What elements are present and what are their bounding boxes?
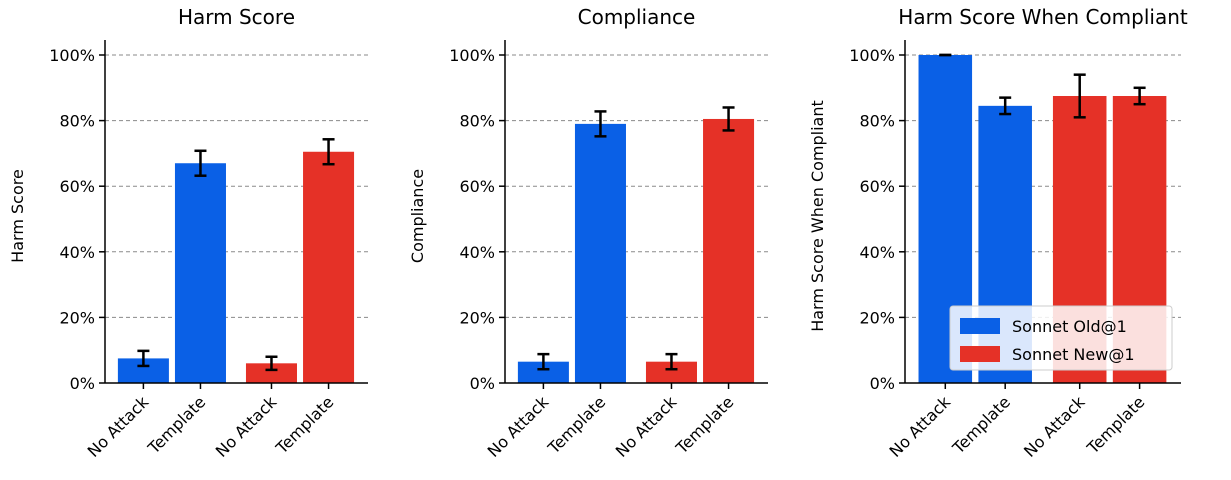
x-tick-label: No Attack [612,392,681,461]
x-tick-label: No Attack [1020,392,1089,461]
legend-swatch [960,318,1000,334]
y-tick-label: 40% [859,243,895,262]
bar [517,361,569,383]
y-tick-label: 20% [459,308,495,327]
y-tick-label: 80% [459,112,495,131]
error-bar [1133,86,1146,106]
y-tick-label: 100% [449,46,495,65]
x-tick-label: No Attack [886,392,955,461]
error-bar [594,110,607,138]
x-tick-label: Template [544,392,610,458]
chart-title: Compliance [578,5,696,29]
y-tick-label: 0% [870,374,895,393]
y-tick-label: 20% [59,308,95,327]
error-bar [265,355,278,372]
error-bar [665,352,678,371]
error-bar [722,106,735,132]
y-tick-label: 40% [459,243,495,262]
error-bar [137,349,150,368]
bar [574,123,626,383]
error-bar [999,96,1012,116]
y-tick-label: 0% [470,374,495,393]
y-tick-label: 80% [59,112,95,131]
legend: Sonnet Old@1 Sonnet New@1 [949,305,1173,371]
bar [174,163,226,383]
bar [303,151,355,383]
bar [645,361,697,383]
y-tick-label: 20% [859,308,895,327]
x-tick-label: Template [948,392,1014,458]
y-tick-label: 40% [59,243,95,262]
y-tick-label: 100% [849,46,895,65]
bar [703,118,755,384]
y-axis-label: Harm Score When Compliant [808,100,827,332]
y-tick-label: 100% [49,46,95,65]
error-bar [194,149,207,177]
y-tick-label: 60% [859,177,895,196]
y-axis-label: Harm Score [8,169,27,263]
x-tick-label: No Attack [484,392,553,461]
chart-title: Harm Score When Compliant [898,5,1188,29]
legend-label: Sonnet New@1 [1012,345,1135,364]
error-bar [1073,73,1086,119]
y-tick-label: 80% [859,112,895,131]
y-tick-label: 60% [59,177,95,196]
chart-title: Harm Score [178,5,295,29]
x-tick-label: Template [672,392,738,458]
error-bar [322,138,335,166]
x-tick-label: No Attack [212,392,281,461]
x-tick-label: No Attack [84,392,153,461]
y-axis-label: Compliance [408,169,427,263]
x-tick-label: Template [144,392,210,458]
x-tick-label: Template [272,392,338,458]
legend-label: Sonnet Old@1 [1012,317,1127,336]
error-bar [537,352,550,371]
y-tick-label: 60% [459,177,495,196]
y-tick-label: 0% [70,374,95,393]
legend-swatch [960,346,1000,362]
x-tick-label: Template [1083,392,1149,458]
bar [245,363,297,383]
